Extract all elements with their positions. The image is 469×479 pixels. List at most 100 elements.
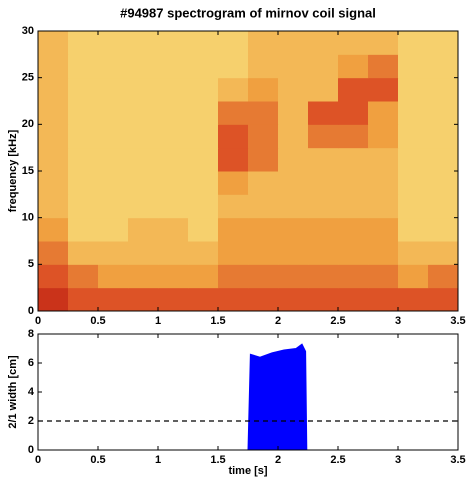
heatmap-cell: [398, 171, 429, 195]
heatmap-cell: [308, 101, 339, 125]
area: [158, 343, 458, 451]
heatmap-cell: [278, 147, 309, 172]
heatmap-cell: [398, 217, 429, 242]
heatmap-cell: [278, 241, 309, 265]
heatmap-cell: [398, 241, 429, 265]
heatmap-cell: [98, 241, 129, 265]
heatmap-cell: [38, 217, 69, 242]
heatmap-cell: [128, 54, 159, 79]
heatmap-cell: [368, 101, 399, 125]
heatmap-cell: [38, 101, 69, 125]
heatmap-cell: [278, 101, 309, 125]
y-axis-label: 2/1 width [cm]: [7, 355, 19, 429]
y-tick-label: 25: [22, 72, 34, 84]
x-tick-label: 0.5: [90, 315, 105, 327]
heatmap-cell: [248, 124, 279, 149]
heatmap-cell: [248, 241, 279, 265]
x-tick-label: 2.5: [330, 454, 345, 466]
heatmap-cell: [218, 241, 249, 265]
x-tick-label: 3.5: [450, 454, 465, 466]
heatmap-cell: [428, 241, 459, 265]
heatmap-cell: [38, 194, 69, 219]
heatmap-cell: [338, 241, 369, 265]
heatmap-cell: [68, 287, 99, 312]
x-tick-label: 3: [395, 454, 401, 466]
heatmap-cell: [248, 287, 279, 312]
y-tick-label: 6: [28, 357, 34, 369]
heatmap-cell: [158, 264, 189, 289]
heatmap-cell: [338, 217, 369, 242]
x-axis-label: time [s]: [228, 465, 267, 477]
heatmap-cell: [98, 171, 129, 195]
heatmap-cell: [188, 31, 219, 55]
heatmap-cell: [68, 31, 99, 55]
y-tick-label: 2: [28, 415, 34, 427]
heatmap-cell: [248, 194, 279, 219]
heatmap-cell: [278, 171, 309, 195]
heatmap-cell: [98, 124, 129, 149]
x-tick-label: 0: [35, 315, 41, 327]
heatmap-cell: [308, 287, 339, 312]
heatmap-cell: [188, 54, 219, 79]
heatmap-cell: [398, 124, 429, 149]
heatmap-cell: [188, 124, 219, 149]
heatmap-cell: [428, 54, 459, 79]
heatmap-cell: [158, 101, 189, 125]
heatmap-cell: [308, 241, 339, 265]
heatmap-cell: [398, 101, 429, 125]
heatmap-cell: [368, 264, 399, 289]
heatmap-cell: [68, 171, 99, 195]
heatmap-cell: [158, 54, 189, 79]
y-tick-label: 20: [22, 118, 34, 130]
heatmap-cell: [38, 54, 69, 79]
heatmap-cell: [68, 241, 99, 265]
heatmap-cell: [338, 171, 369, 195]
x-tick-label: 0: [35, 454, 41, 466]
heatmap-cell: [218, 194, 249, 219]
heatmap-cell: [68, 217, 99, 242]
heatmap-cell: [188, 241, 219, 265]
x-tick-label: 0.5: [90, 454, 105, 466]
heatmap-cell: [98, 194, 129, 219]
heatmap-cell: [428, 171, 459, 195]
heatmap-cell: [128, 124, 159, 149]
heatmap-cell: [248, 101, 279, 125]
heatmap-cell: [218, 77, 249, 102]
heatmap-cell: [278, 287, 309, 312]
heatmap-cell: [428, 264, 459, 289]
heatmap-cell: [308, 54, 339, 79]
heatmap-cell: [38, 124, 69, 149]
heatmap-cell: [98, 101, 129, 125]
heatmap-cell: [428, 77, 459, 102]
heatmap-cell: [308, 264, 339, 289]
heatmap-cell: [368, 54, 399, 79]
heatmap-cell: [188, 101, 219, 125]
heatmap-cell: [68, 194, 99, 219]
heatmap-cell: [308, 124, 339, 149]
heatmap-cell: [368, 194, 399, 219]
heatmap-cell: [218, 287, 249, 312]
heatmap-cell: [218, 217, 249, 242]
heatmap-cell: [188, 287, 219, 312]
heatmap-cell: [188, 217, 219, 242]
heatmap-cell: [398, 194, 429, 219]
x-tick-label: 2: [275, 315, 281, 327]
heatmap-cell: [98, 287, 129, 312]
heatmap-cell: [38, 241, 69, 265]
heatmap-cell: [128, 194, 159, 219]
x-tick-label: 3.5: [450, 315, 465, 327]
y-tick-label: 4: [28, 386, 35, 398]
y-tick-label: 15: [22, 165, 34, 177]
heatmap-cell: [278, 194, 309, 219]
heatmap-cell: [38, 147, 69, 172]
heatmap-cell: [428, 31, 459, 55]
heatmap-cell: [98, 31, 129, 55]
y-tick-label: 8: [28, 328, 34, 340]
heatmap-cell: [218, 31, 249, 55]
heatmap-cell: [338, 264, 369, 289]
heatmap-cell: [308, 31, 339, 55]
heatmap-cell: [278, 31, 309, 55]
heatmap-cell: [368, 124, 399, 149]
heatmap-cell: [248, 31, 279, 55]
heatmap-cell: [158, 77, 189, 102]
